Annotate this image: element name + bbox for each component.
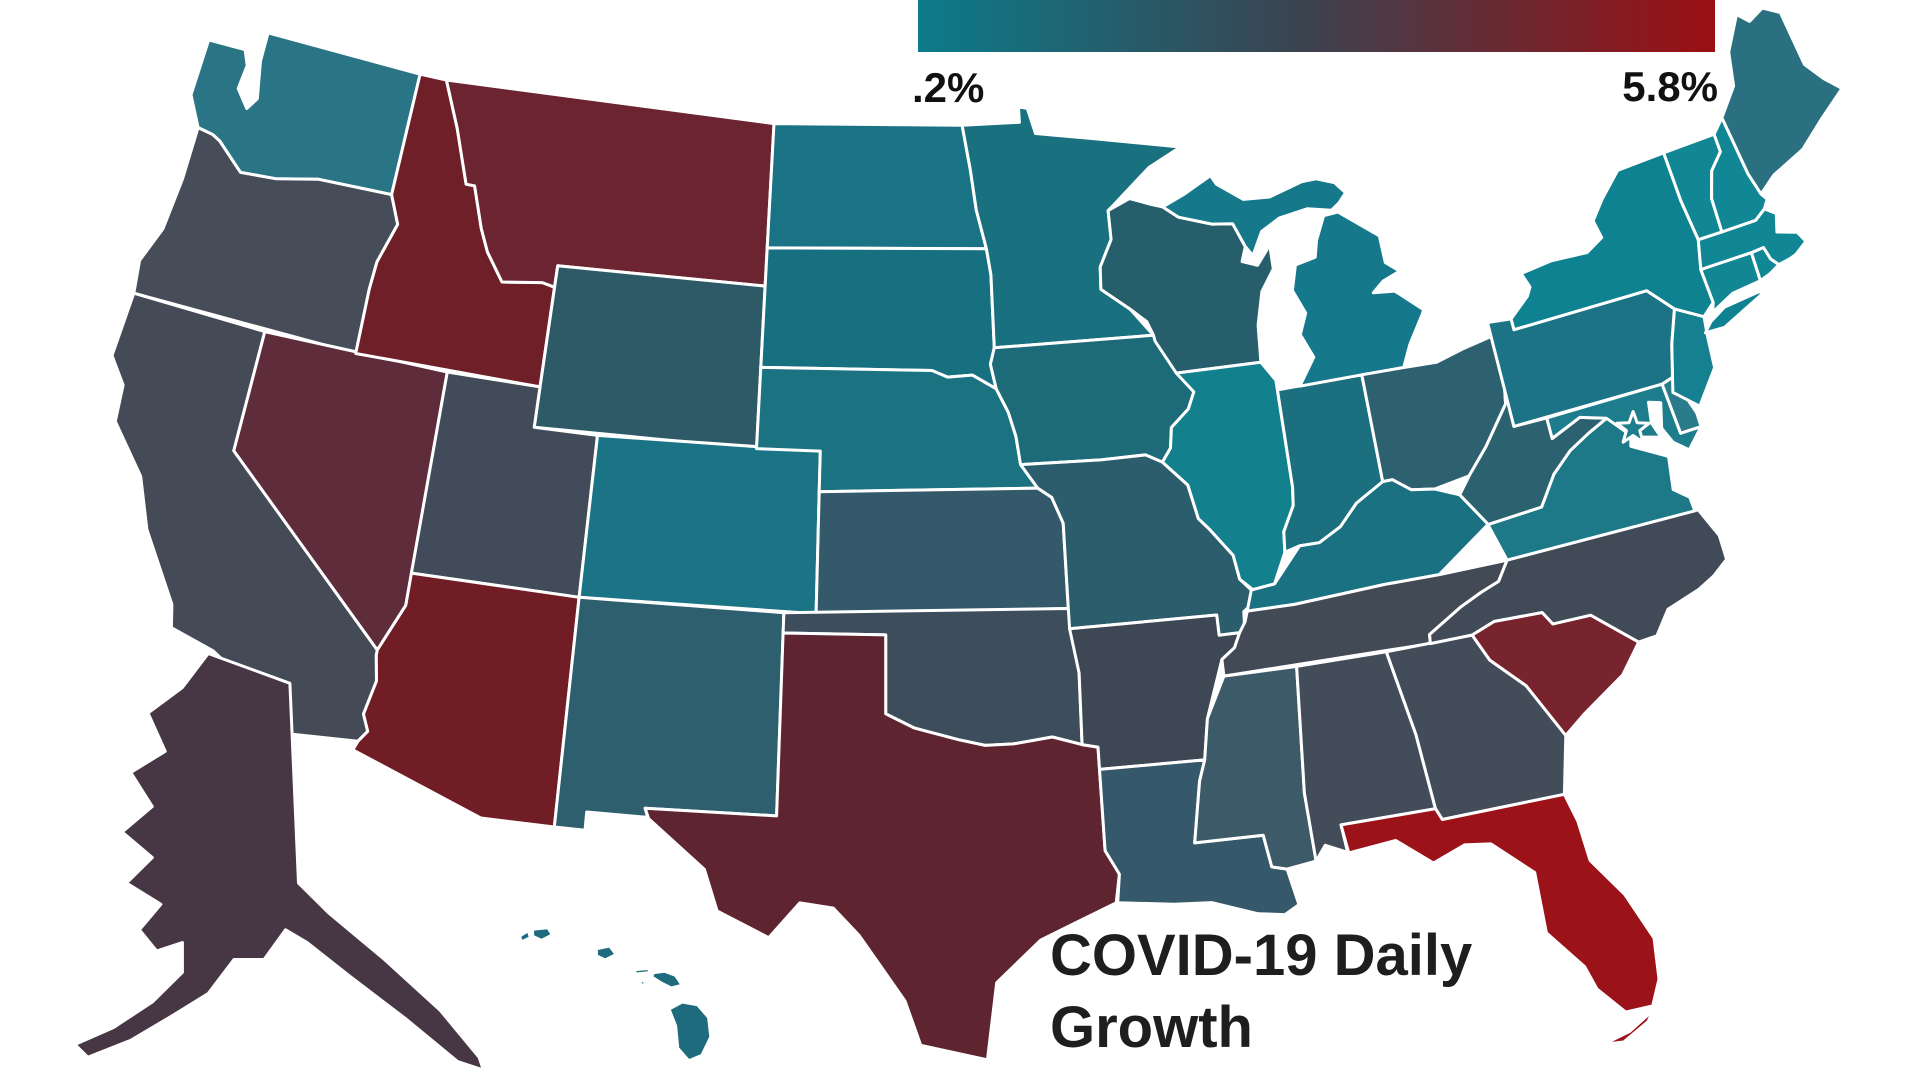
legend-gradient-bar <box>918 0 1715 52</box>
state-AK[interactable] <box>73 652 485 1072</box>
state-HI[interactable] <box>517 926 713 1063</box>
state-TX[interactable] <box>643 631 1121 1064</box>
state-WY[interactable] <box>532 264 767 451</box>
states-group <box>73 6 1844 1072</box>
legend-min-label: .2% <box>912 64 984 111</box>
state-NY[interactable] <box>1509 151 1764 335</box>
dc-star-marker <box>1615 410 1651 444</box>
state-NC[interactable] <box>1428 508 1729 646</box>
state-NJ[interactable] <box>1670 307 1717 408</box>
state-FL[interactable] <box>1339 792 1661 1046</box>
state-ND[interactable] <box>765 122 988 251</box>
state-MI[interactable] <box>1161 174 1426 388</box>
state-NM[interactable] <box>552 595 786 832</box>
legend-max-label: 5.8% <box>1622 63 1718 110</box>
state-MT[interactable] <box>444 78 776 289</box>
state-ME[interactable] <box>1720 6 1844 196</box>
page-title-line2: Growth <box>1050 995 1253 1060</box>
state-KS[interactable] <box>814 486 1070 616</box>
state-CO[interactable] <box>577 433 822 616</box>
page-title-line1: COVID-19 Daily <box>1050 923 1472 988</box>
